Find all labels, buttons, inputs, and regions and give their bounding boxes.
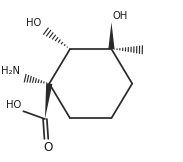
Polygon shape (45, 83, 52, 119)
Text: HO: HO (26, 18, 41, 28)
Text: O: O (43, 141, 53, 154)
Text: OH: OH (113, 11, 128, 21)
Text: H₂N: H₂N (1, 66, 20, 76)
Text: HO: HO (6, 100, 22, 110)
Polygon shape (108, 22, 115, 49)
